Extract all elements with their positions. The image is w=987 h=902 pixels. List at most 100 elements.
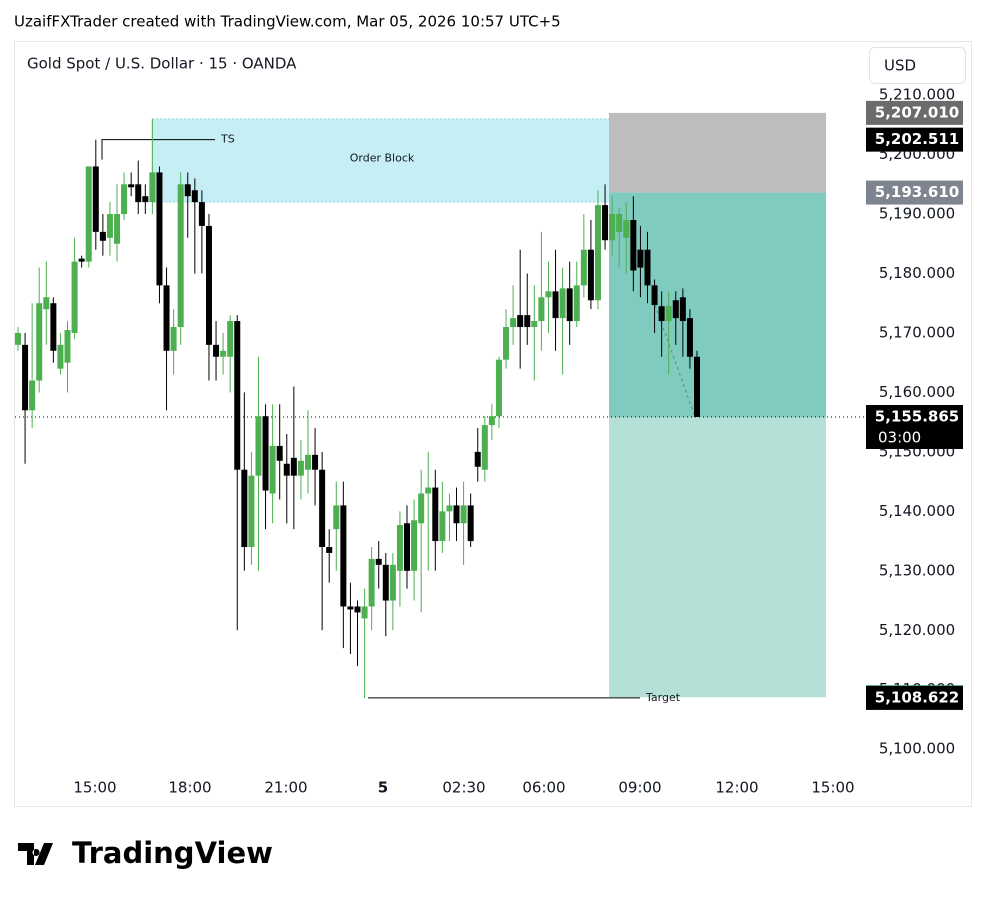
candle-body [198,202,205,226]
price-badge-label: 5,108.622 [875,688,959,706]
y-tick-label: 5,170.000 [879,323,955,341]
y-tick-label: 5,140.000 [879,502,955,520]
candle-body [347,606,354,610]
candle-body [396,525,403,571]
candle-body [106,214,113,238]
candle-body [672,300,679,319]
x-tick-label: 15:00 [811,779,854,797]
chart-frame [14,41,972,807]
candle-body [524,315,531,328]
x-tick-label: 09:00 [618,779,661,797]
x-tick-label: 18:00 [168,779,211,797]
candle-body [234,321,241,470]
candle-body [170,327,177,351]
candle-body [644,249,651,286]
candle-body [71,261,78,333]
candle-body [538,297,545,322]
candle-body [694,356,700,418]
currency[interactable]: USD [884,57,916,75]
x-tick-label: 21:00 [264,779,307,797]
candle-body [552,291,559,319]
price-badge [866,100,963,125]
price-badge-label: 5,193.610 [875,183,959,201]
candle-body [304,454,311,470]
candle-body [22,344,29,411]
candle-body [241,469,248,548]
x-tick-label: 12:00 [715,779,758,797]
candle-body [333,505,340,530]
x-tick-label: 15:00 [73,779,116,797]
candle-body [510,318,517,328]
candle-body [495,359,502,417]
candle-body [609,214,616,241]
plot: Order BlockTSTarget5,100.0005,110.0005,1… [15,86,963,797]
candle-body [99,231,106,241]
profit-zone-filled [609,192,826,418]
price-badge [866,685,963,710]
candle-body [128,184,135,188]
candle-body [340,505,347,607]
candle-body [411,520,418,571]
candle-body [163,285,170,351]
currency-button[interactable] [869,47,966,84]
candle-body [184,184,191,197]
price-badge-label: 5,202.511 [875,130,959,148]
countdown: 03:00 [878,429,921,447]
candle-body [679,297,686,322]
candle-body [312,454,319,470]
candle-body [658,306,665,322]
candle-body [545,291,552,298]
candle-body [531,321,538,328]
candle-body [368,558,375,607]
candle-body [432,487,439,542]
candle-body [276,445,283,461]
candle-body [503,327,510,360]
candle-body [594,205,601,301]
candle-body [453,505,460,524]
candle-body [517,315,524,328]
x-tick-label: 06:00 [522,779,565,797]
ts-line [101,139,215,160]
candle-body [43,297,50,310]
candle-body [361,606,368,619]
candle-body [121,184,128,215]
candle-body [15,332,21,345]
y-tick-label: 5,180.000 [879,264,955,282]
y-tick-label: 5,210.000 [879,86,955,104]
order-block [151,118,619,203]
candle-body [57,344,64,369]
stop-zone [609,112,826,193]
candle-body [114,214,121,244]
y-tick-label: 5,190.000 [879,205,955,223]
x-tick-label: 02:30 [442,779,485,797]
price-badge [866,127,963,152]
candle-body [149,172,156,203]
candle-body [50,303,57,351]
candle-body [29,380,36,411]
profit-zone [609,417,826,698]
candle-body [616,214,623,232]
target-label: Target [645,691,681,704]
y-tick-label: 5,120.000 [879,621,955,639]
candle-body [326,547,333,553]
y-tick-label: 5,100.000 [879,740,955,758]
candle-body [481,425,488,470]
price-badge [866,180,963,205]
candle-body [220,350,227,357]
candle-body [283,463,290,476]
candle-body [488,416,495,426]
candle-body [580,249,587,286]
y-tick-label: 5,130.000 [879,561,955,579]
candle-body [354,606,361,613]
candle-body [637,249,644,268]
logo-icon [18,843,53,865]
candle-body [630,219,637,271]
candle-body [213,344,220,357]
candle-body [297,460,304,476]
candle-body [191,190,198,203]
candle-body [255,416,262,476]
candle-body [446,505,453,512]
price-badge-label: 5,207.010 [875,103,959,121]
